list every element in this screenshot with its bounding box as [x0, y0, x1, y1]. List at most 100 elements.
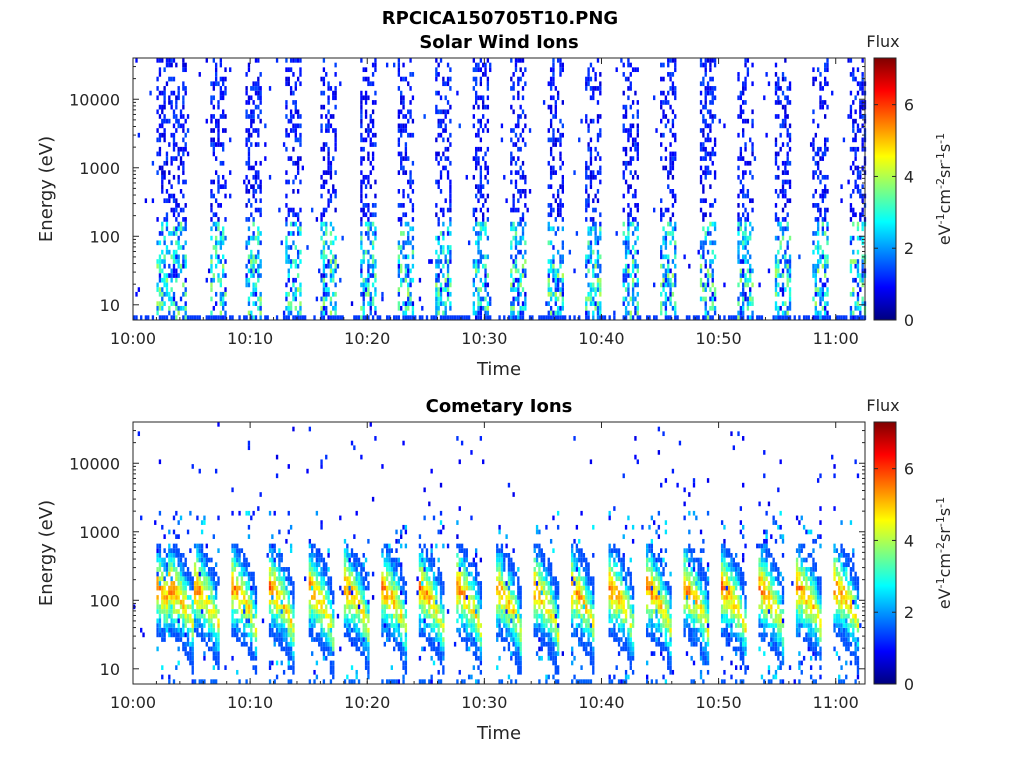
heatmap-cell: [275, 454, 279, 460]
heatmap-cell: [627, 189, 630, 194]
heatmap-cell: [477, 315, 480, 320]
heatmap-cell: [561, 273, 564, 278]
heatmap-cell: [362, 156, 365, 161]
heatmap-cell: [273, 637, 276, 642]
heatmap-cell: [669, 291, 672, 297]
heatmap-cell: [311, 562, 314, 568]
heatmap-cell: [746, 189, 750, 194]
heatmap-cell: [444, 282, 447, 288]
heatmap-cell: [271, 627, 274, 633]
heatmap-cell: [751, 142, 754, 147]
heatmap-cell: [320, 524, 323, 530]
heatmap-cell: [273, 585, 276, 591]
heatmap-cell: [360, 609, 363, 614]
heatmap-cell: [212, 576, 215, 582]
heatmap-cell: [179, 562, 183, 568]
heatmap-cell: [182, 623, 185, 628]
heatmap-cell: [313, 571, 316, 577]
heatmap-cell: [660, 90, 663, 96]
heatmap-cell: [521, 128, 525, 133]
heatmap-cell: [824, 212, 827, 218]
heatmap-cell: [217, 142, 220, 147]
heatmap-cell: [660, 301, 663, 306]
heatmap-cell: [196, 613, 199, 619]
heatmap-cell: [519, 217, 522, 222]
heatmap-cell: [512, 193, 515, 199]
heatmap-cell: [669, 72, 672, 77]
heatmap-cell: [247, 282, 251, 288]
heatmap-cell: [250, 655, 253, 661]
heatmap-cell: [318, 613, 321, 619]
heatmap-cell: [245, 590, 248, 596]
heatmap-cell: [624, 104, 628, 110]
heatmap-cell: [629, 146, 632, 152]
heatmap-cell: [554, 268, 557, 274]
heatmap-cell: [170, 576, 173, 582]
heatmap-cell: [350, 548, 354, 553]
heatmap-cell: [334, 305, 337, 311]
heatmap-cell: [552, 277, 555, 283]
heatmap-cell: [400, 151, 403, 157]
heatmap-cell: [437, 287, 440, 292]
heatmap-cell: [367, 128, 370, 133]
heatmap-cell: [182, 104, 185, 110]
heatmap-cell: [781, 254, 785, 260]
heatmap-cell: [486, 305, 490, 311]
heatmap-cell: [852, 291, 855, 297]
heatmap-cell: [203, 599, 206, 605]
heatmap-cell: [224, 76, 227, 82]
heatmap-cell: [777, 221, 780, 227]
heatmap-cell: [824, 100, 827, 105]
heatmap-cell: [170, 287, 173, 292]
heatmap-cell: [161, 571, 164, 577]
heatmap-cell: [210, 637, 213, 642]
heatmap-cell: [222, 142, 225, 147]
heatmap-cell: [446, 263, 450, 269]
heatmap-cell: [212, 595, 215, 600]
heatmap-cell: [706, 315, 710, 320]
heatmap-cell: [364, 291, 368, 297]
heatmap-cell: [285, 114, 288, 119]
heatmap-cell: [247, 599, 251, 605]
heatmap-cell: [165, 58, 169, 63]
heatmap-cell: [381, 571, 384, 577]
heatmap-cell: [409, 240, 412, 246]
heatmap-cell: [402, 231, 405, 236]
heatmap-cell: [599, 72, 602, 77]
heatmap-cell: [325, 226, 328, 232]
heatmap-cell: [222, 296, 225, 302]
heatmap-cell: [353, 618, 356, 624]
heatmap-cell: [446, 315, 450, 320]
heatmap-cell: [325, 263, 328, 269]
heatmap-cell: [742, 310, 745, 316]
heatmap-cell: [189, 604, 192, 610]
heatmap-cell: [400, 245, 403, 250]
heatmap-cell: [627, 273, 630, 278]
heatmap-cell: [287, 632, 290, 638]
heatmap-cell: [854, 109, 857, 115]
heatmap-cell: [170, 599, 173, 605]
heatmap-cell: [852, 128, 855, 133]
heatmap-cell: [648, 315, 651, 320]
heatmap-cell: [786, 151, 789, 157]
heatmap-cell: [292, 240, 295, 246]
heatmap-cell: [631, 268, 635, 274]
heatmap-cell: [343, 609, 347, 614]
heatmap-cell: [357, 646, 361, 652]
heatmap-cell: [168, 291, 171, 297]
heatmap-cell: [561, 184, 564, 189]
heatmap-cell: [329, 627, 333, 633]
heatmap-cell: [156, 76, 159, 82]
heatmap-cell: [259, 118, 262, 124]
heatmap-cell: [348, 604, 351, 610]
heatmap-cell: [474, 221, 478, 227]
heatmap-cell: [524, 221, 527, 227]
heatmap-cell: [285, 104, 288, 110]
heatmap-cell: [519, 193, 522, 199]
heatmap-cell: [285, 240, 288, 246]
heatmap-cell: [482, 203, 485, 208]
heatmap-cell: [367, 81, 370, 87]
heatmap-cell: [367, 613, 370, 619]
heatmap-cell: [552, 315, 555, 320]
heatmap-cell: [203, 655, 206, 661]
